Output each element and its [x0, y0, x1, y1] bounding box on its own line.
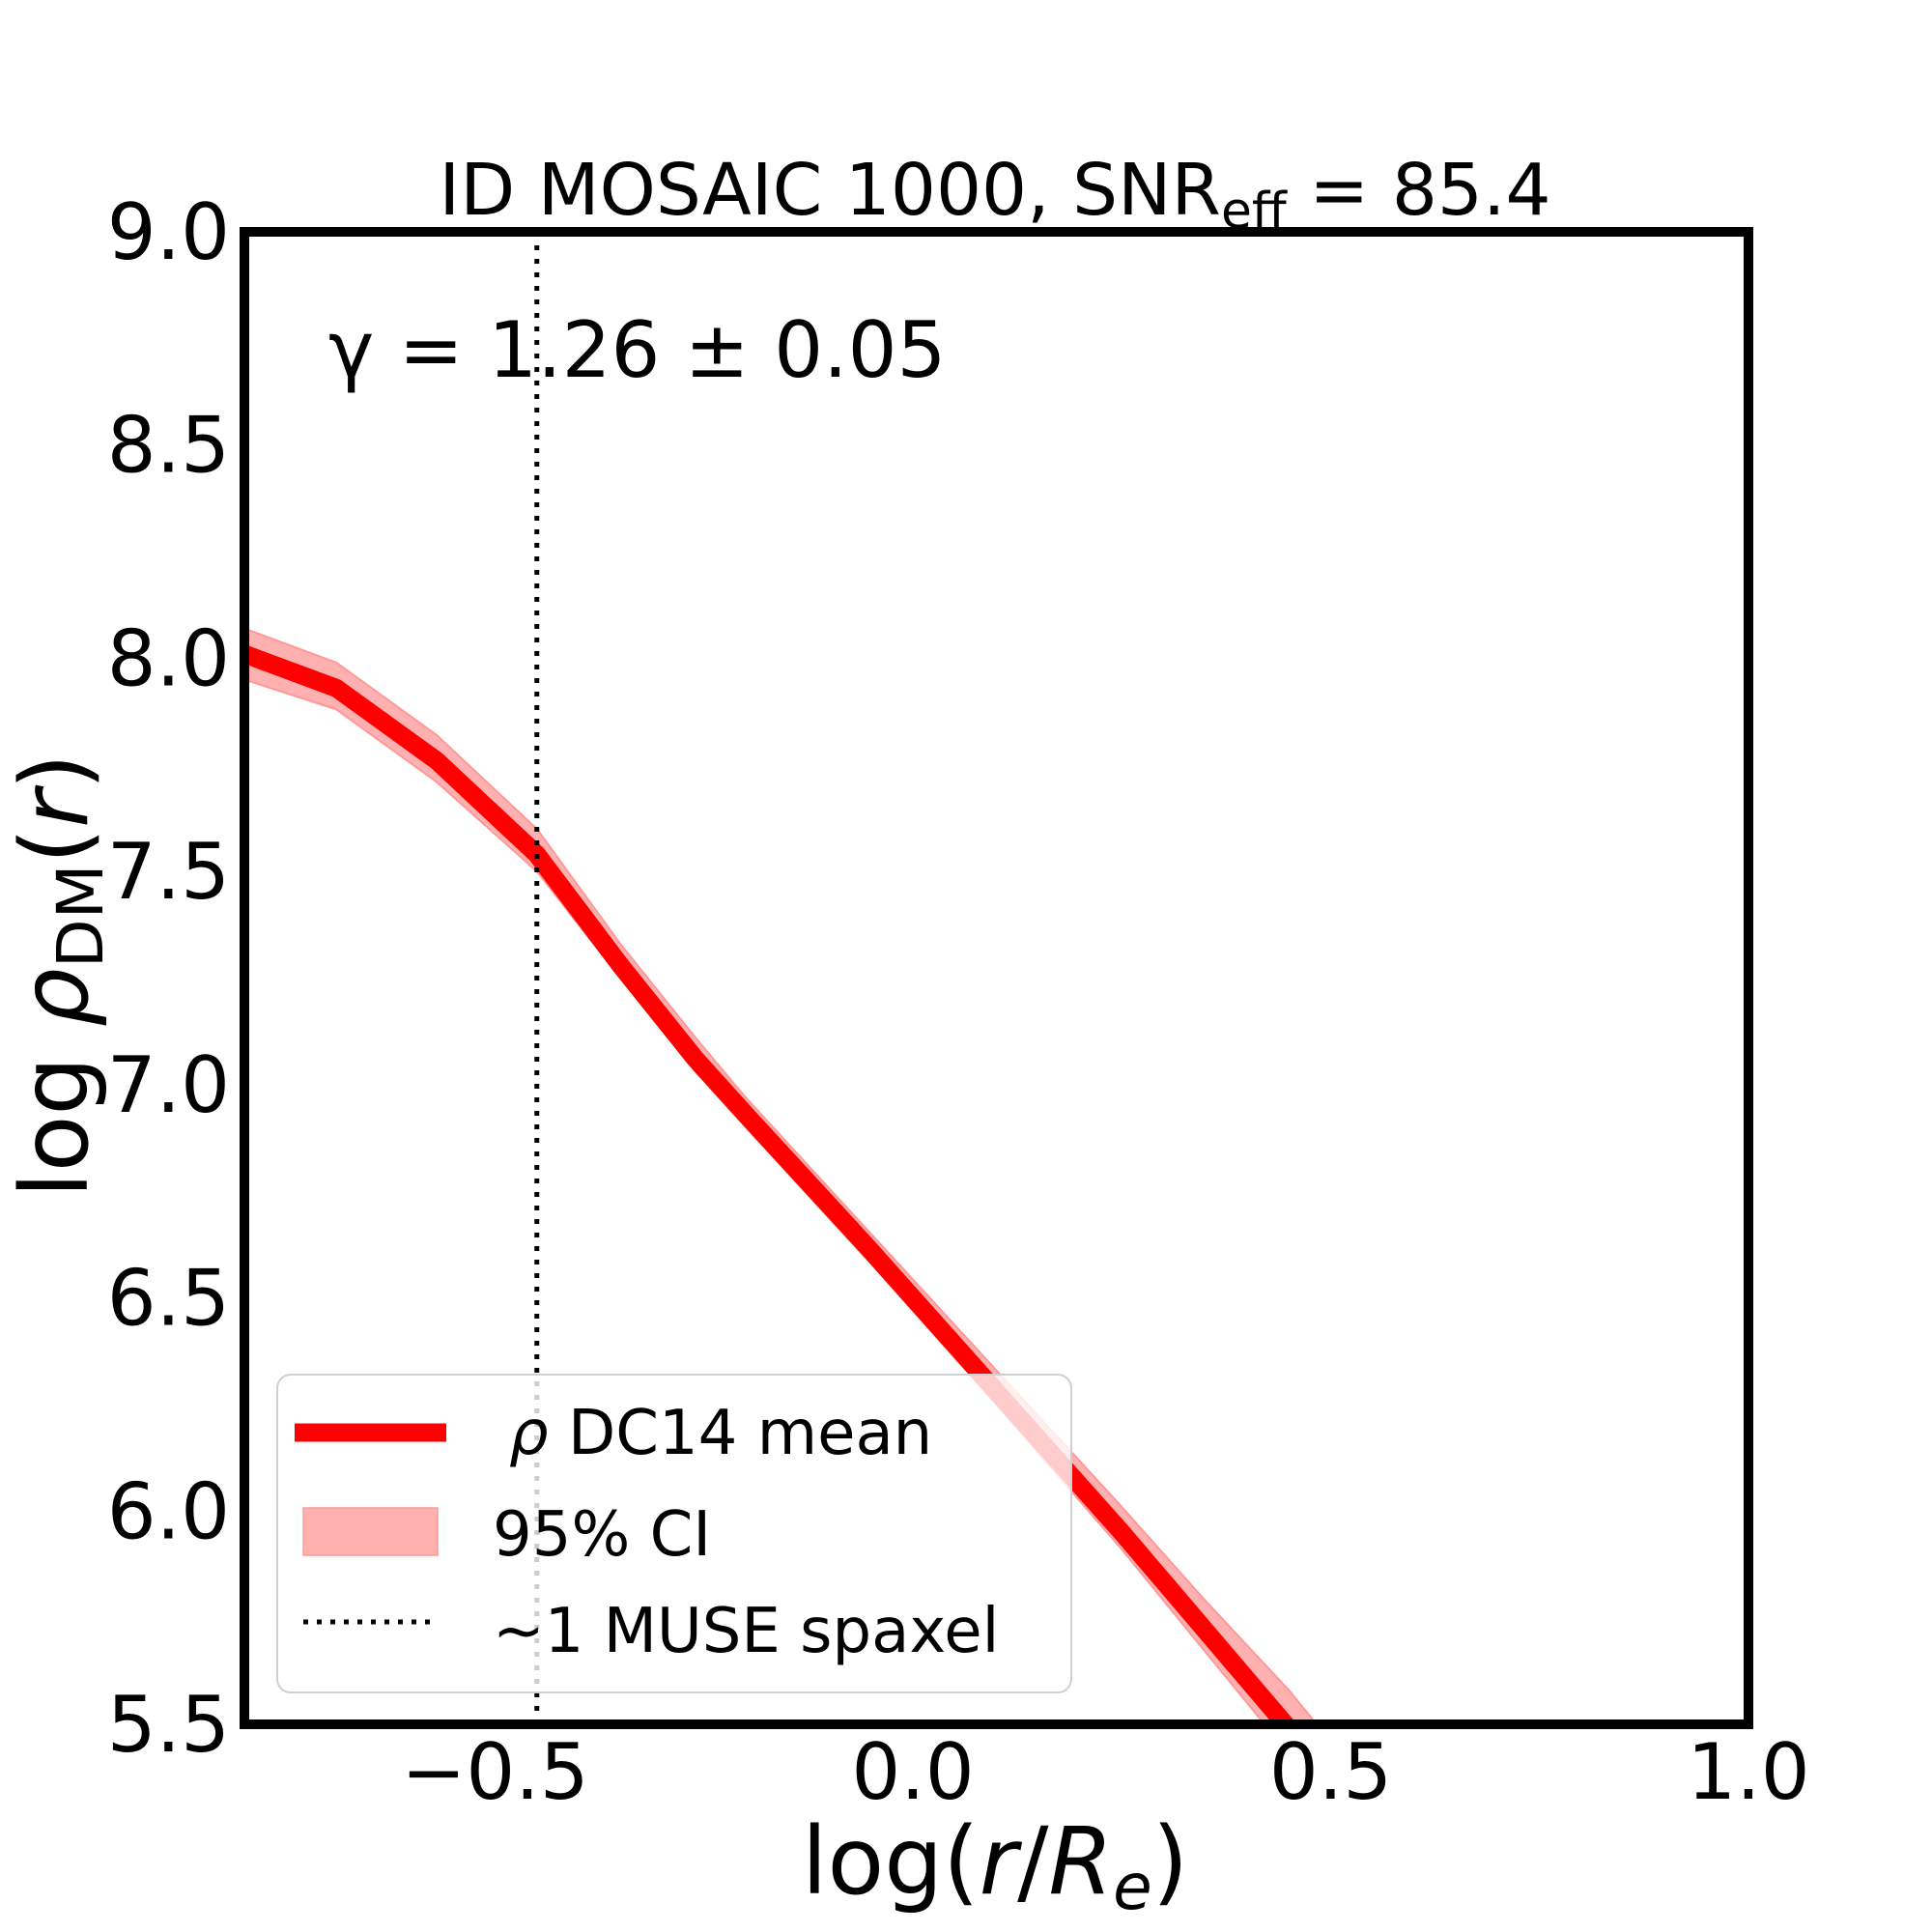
y-tick-label: 9.0 [107, 187, 230, 277]
chart-title: ID MOSAIC 1000, SNReff = 85.4 [439, 149, 1550, 241]
x-tick-label: −0.5 [401, 1727, 588, 1817]
x-axis-label: log(r/Re) [802, 1807, 1188, 1924]
legend-label-spaxel: ~1 MUSE spaxel [493, 1596, 999, 1667]
y-tick-label: 8.5 [107, 401, 230, 491]
legend-label-ci: 95% CI [493, 1499, 711, 1571]
legend-swatch-ci [302, 1507, 439, 1556]
y-tick-label: 8.0 [107, 613, 230, 703]
y-tick-labels: 5.5 6.0 6.5 7.0 7.5 8.0 8.5 9.0 [107, 187, 230, 1770]
gamma-annotation: γ = 1.26 ± 0.05 [328, 305, 946, 395]
y-tick-label: 6.0 [107, 1466, 230, 1556]
legend: ρ DC14 mean 95% CI ~1 MUSE spaxel [276, 1374, 1072, 1693]
y-tick-label: 7.5 [107, 827, 230, 917]
x-tick-label: 0.0 [851, 1727, 974, 1817]
x-tick-labels: −0.5 0.0 0.5 1.0 [401, 1727, 1809, 1817]
mean-density-line [244, 645, 1297, 1724]
x-tick-label: 0.5 [1269, 1727, 1392, 1817]
legend-label-mean: ρ DC14 mean [509, 1398, 932, 1469]
axes-frame [240, 227, 1753, 1729]
y-tick-label: 5.5 [107, 1680, 230, 1770]
x-tick-label: 1.0 [1687, 1727, 1809, 1817]
y-tick-label: 7.0 [107, 1040, 230, 1130]
y-tick-label: 6.5 [107, 1254, 230, 1344]
legend-box [276, 1374, 1072, 1693]
y-axis-label: log ρDM(r) [1, 753, 118, 1198]
